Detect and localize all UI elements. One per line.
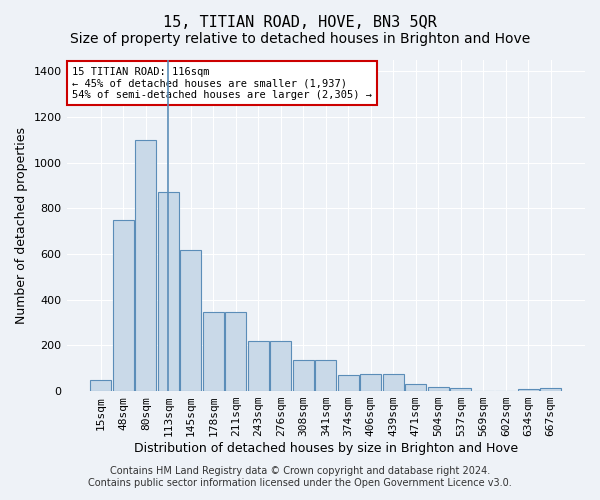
Bar	[383, 374, 404, 391]
Bar	[203, 312, 224, 391]
Bar	[248, 341, 269, 391]
Bar	[540, 388, 562, 391]
Bar	[135, 140, 157, 391]
Text: 15, TITIAN ROAD, HOVE, BN3 5QR: 15, TITIAN ROAD, HOVE, BN3 5QR	[163, 15, 437, 30]
X-axis label: Distribution of detached houses by size in Brighton and Hove: Distribution of detached houses by size …	[134, 442, 518, 455]
Bar	[450, 388, 472, 391]
Y-axis label: Number of detached properties: Number of detached properties	[15, 127, 28, 324]
Bar	[113, 220, 134, 391]
Bar	[270, 341, 292, 391]
Bar	[180, 250, 202, 391]
Bar	[428, 386, 449, 391]
Bar	[158, 192, 179, 391]
Text: Contains HM Land Registry data © Crown copyright and database right 2024.
Contai: Contains HM Land Registry data © Crown c…	[88, 466, 512, 487]
Bar	[315, 360, 337, 391]
Bar	[405, 384, 427, 391]
Bar	[360, 374, 382, 391]
Text: Size of property relative to detached houses in Brighton and Hove: Size of property relative to detached ho…	[70, 32, 530, 46]
Bar	[90, 380, 112, 391]
Bar	[518, 389, 539, 391]
Bar	[338, 375, 359, 391]
Text: 15 TITIAN ROAD: 116sqm
← 45% of detached houses are smaller (1,937)
54% of semi-: 15 TITIAN ROAD: 116sqm ← 45% of detached…	[72, 66, 372, 100]
Bar	[293, 360, 314, 391]
Bar	[225, 312, 247, 391]
